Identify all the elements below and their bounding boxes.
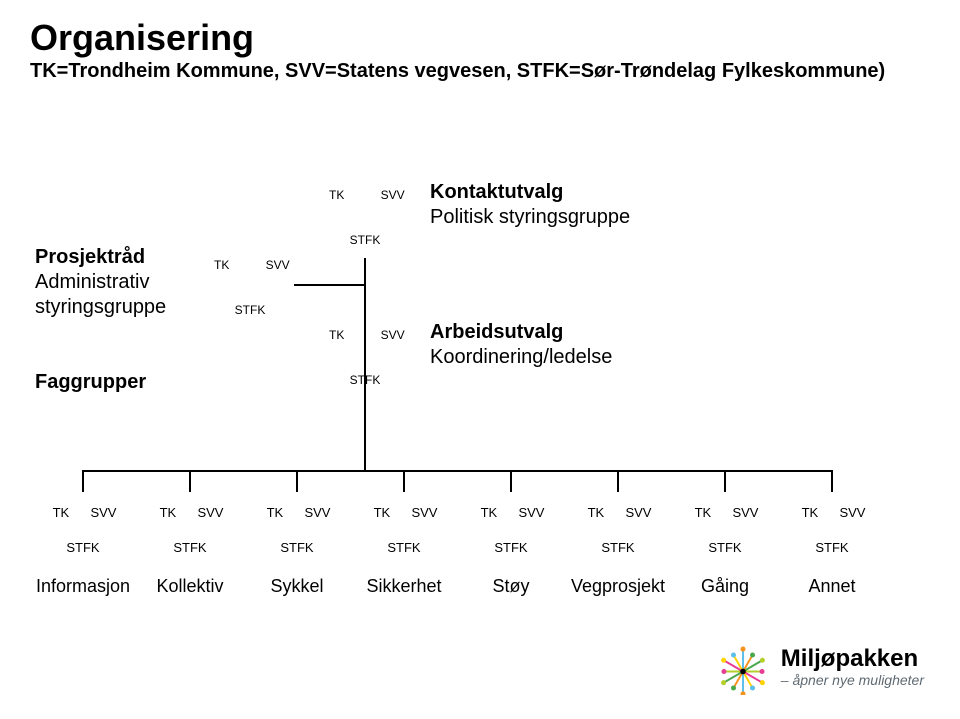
label-vegprosjekt: Vegprosjekt [563, 576, 673, 597]
connector-drop-7 [724, 470, 726, 492]
prosjektraad-line3: styringsgruppe [35, 295, 166, 320]
connector-drop-5 [510, 470, 512, 492]
label-kollektiv: Kollektiv [135, 576, 245, 597]
pie-prosjektraad: TK SVV STFK [205, 240, 295, 330]
kontaktutvalg-line2: Politisk styringsgruppe [430, 205, 630, 230]
pie-stoy: TK SVV STFK [473, 490, 549, 566]
label-stoy: Støy [456, 576, 566, 597]
label-annet: Annet [777, 576, 887, 597]
connector-drop-8 [831, 470, 833, 492]
logo-tagline: – åpner nye muligheter [781, 673, 924, 688]
faggrupper-label: Faggrupper [35, 370, 146, 395]
prosjektraad-line2: Administrativ [35, 270, 166, 295]
pie-informasjon: TK SVV STFK [45, 490, 121, 566]
page-title: Organisering [30, 18, 930, 58]
slide: Organisering TK=Trondheim Kommune, SVV=S… [0, 0, 960, 719]
arbeidsutvalg-line1: Arbeidsutvalg [430, 320, 612, 345]
prosjektraad-label: Prosjektråd Administrativ styringsgruppe [35, 245, 166, 320]
logo-mark-icon [715, 639, 771, 695]
kontaktutvalg-label: Kontaktutvalg Politisk styringsgruppe [430, 180, 630, 230]
connector-drop-2 [189, 470, 191, 492]
label-sykkel: Sykkel [242, 576, 352, 597]
page-subtitle: TK=Trondheim Kommune, SVV=Statens vegves… [30, 60, 930, 83]
connector-drop-3 [296, 470, 298, 492]
kontaktutvalg-line1: Kontaktutvalg [430, 180, 630, 205]
connector-drop-1 [82, 470, 84, 492]
pie-annet: TK SVV STFK [794, 490, 870, 566]
pie-sykkel: TK SVV STFK [259, 490, 335, 566]
label-gaaing: Gåing [670, 576, 780, 597]
pie-vegprosjekt: TK SVV STFK [580, 490, 656, 566]
arbeidsutvalg-label: Arbeidsutvalg Koordinering/ledelse [430, 320, 612, 370]
pie-kontaktutvalg: TK SVV STFK [320, 170, 410, 260]
arbeidsutvalg-line2: Koordinering/ledelse [430, 345, 612, 370]
pie-kollektiv: TK SVV STFK [152, 490, 228, 566]
pie-sikkerhet: TK SVV STFK [366, 490, 442, 566]
connector-prosjekt [294, 284, 366, 286]
connector-bus [82, 470, 832, 472]
pie-arbeidsutvalg: TK SVV STFK [320, 310, 410, 400]
title-block: Organisering TK=Trondheim Kommune, SVV=S… [30, 18, 930, 83]
label-informasjon: Informasjon [28, 576, 138, 597]
label-sikkerhet: Sikkerhet [349, 576, 459, 597]
pie-gaaing: TK SVV STFK [687, 490, 763, 566]
logo-brand: Miljøpakken [781, 646, 924, 672]
connector-drop-6 [617, 470, 619, 492]
miljopakken-logo: Miljøpakken – åpner nye muligheter [715, 639, 924, 695]
logo-text: Miljøpakken – åpner nye muligheter [781, 646, 924, 688]
connector-drop-4 [403, 470, 405, 492]
prosjektraad-line1: Prosjektråd [35, 245, 166, 270]
